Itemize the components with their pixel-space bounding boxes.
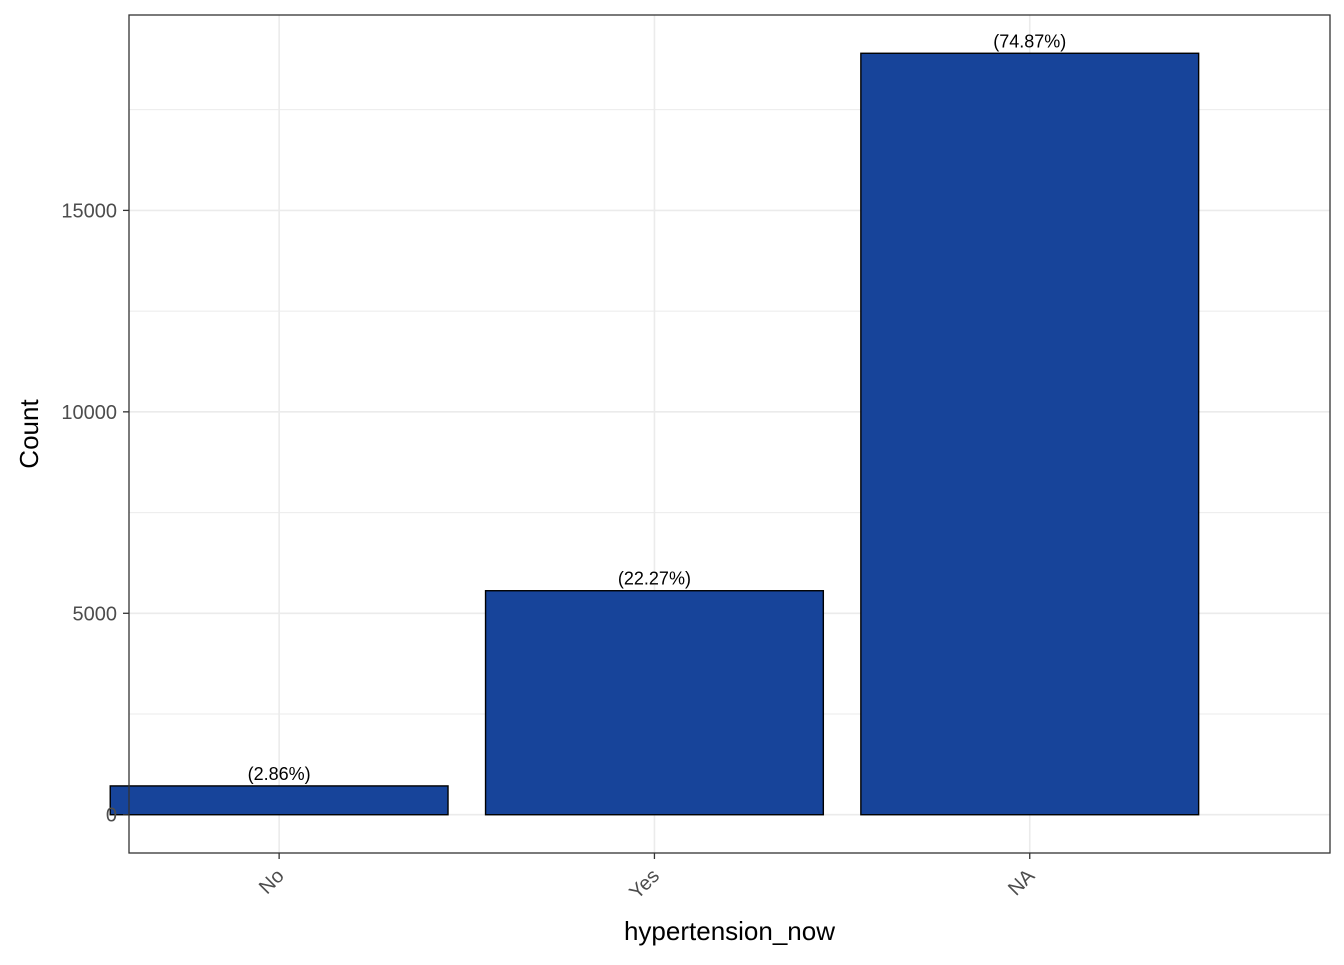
y-axis-title: Count — [14, 399, 44, 469]
x-axis-title: hypertension_now — [624, 916, 835, 946]
bar-percent-label: (2.86%) — [248, 764, 311, 784]
bar-na — [860, 52, 1200, 816]
y-tick-label: 0 — [106, 805, 117, 827]
bar-layer — [109, 52, 1200, 816]
y-tick-label: 15000 — [61, 200, 117, 222]
bar-no — [109, 785, 449, 816]
y-tick-label: 5000 — [73, 603, 118, 625]
y-tick-label: 10000 — [61, 402, 117, 424]
bar-yes — [484, 590, 825, 816]
bar-percent-label: (22.27%) — [618, 569, 691, 589]
bar-label-layer: (2.86%) (22.27%) (74.87%) — [248, 31, 1067, 784]
bar-percent-label: (74.87%) — [993, 31, 1066, 51]
panel-border — [128, 14, 1331, 854]
